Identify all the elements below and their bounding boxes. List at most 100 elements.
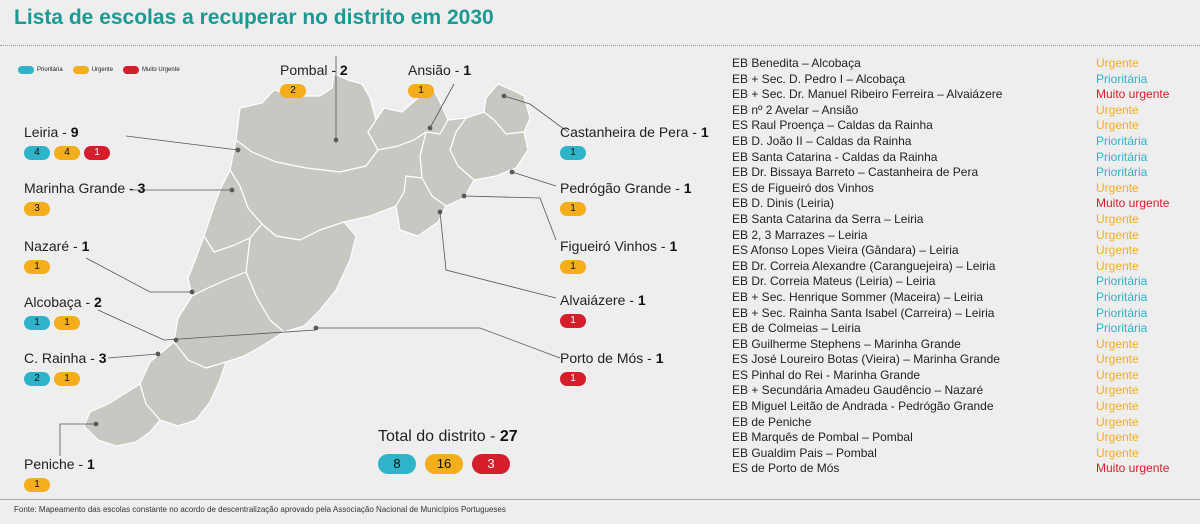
district-map	[59, 56, 569, 456]
school-name: ES de Figueiró dos Vinhos	[732, 180, 874, 195]
school-row: EB + Secundária Amadeu Gaudêncio – Nazar…	[732, 383, 1192, 399]
district-separator: -	[657, 238, 670, 254]
count-pill-prioritaria: 1	[24, 316, 50, 330]
district-total: Total do distrito - 27 8 16 3	[378, 428, 518, 474]
district-name: Castanheira de Pera	[560, 124, 689, 140]
count-pill-urgente: 1	[54, 316, 80, 330]
school-row: ES José Loureiro Botas (Vieira) – Marinh…	[732, 352, 1192, 368]
school-name: EB de Peniche	[732, 414, 812, 429]
school-row: EB + Sec. Henrique Sommer (Maceira) – Le…	[732, 290, 1192, 306]
school-row: EB 2, 3 Marrazes – Leiria Urgente	[732, 228, 1192, 244]
count-pill-urgente: 4	[54, 146, 80, 160]
district-name: Porto de Mós	[560, 350, 644, 366]
count-pill-muito-urgente: 1	[84, 146, 110, 160]
school-name: EB D. Dinis (Leiria)	[732, 196, 835, 211]
district-separator: -	[327, 62, 340, 78]
school-row: ES Raul Proença – Caldas da Rainha Urgent…	[732, 118, 1192, 134]
district-castanheira-pera: Castanheira de Pera - 1 1	[560, 124, 709, 160]
leader-line-figueiro	[463, 195, 557, 241]
school-row: EB Gualdim Pais – Pombal Urgente	[732, 446, 1192, 462]
district-count: 1	[463, 62, 472, 78]
district-count: 9	[70, 124, 79, 140]
district-count: 1	[87, 456, 95, 472]
footer-divider	[0, 499, 1200, 500]
legend-swatch	[18, 66, 34, 74]
total-pill-prioritaria: 8	[378, 454, 416, 474]
school-status: Urgente	[1096, 227, 1139, 242]
school-status: Urgente	[1096, 367, 1139, 382]
district-count: 1	[81, 238, 90, 254]
school-row: EB + Sec. Dr. Manuel Ribeiro Ferreira – …	[732, 87, 1192, 103]
school-name: EB Santa Catarina da Serra – Leiria	[732, 211, 924, 226]
leader-line-peniche	[59, 423, 96, 456]
school-status: Prioritária	[1096, 165, 1148, 180]
district-name: Nazaré	[24, 238, 70, 254]
school-status: Muito urgente	[1096, 196, 1170, 211]
school-row: ES Pinhal do Rei - Marinha Grande Urgente	[732, 368, 1192, 384]
district-peniche: Peniche - 1 1	[24, 456, 95, 492]
map-marker	[155, 351, 161, 357]
school-row: EB Benedita – Alcobaça Urgente	[732, 56, 1192, 72]
leader-line-castanheira	[503, 95, 569, 133]
school-name: EB Guilherme Stephens – Marinha Grande	[732, 336, 961, 351]
leader-line-nazare	[85, 257, 192, 293]
school-status: Prioritária	[1096, 289, 1148, 304]
district-separator: -	[643, 350, 656, 366]
district-separator: -	[81, 294, 95, 310]
school-status: Prioritária	[1096, 149, 1148, 164]
school-row: EB Dr. Bissaya Barreto – Castanheira de …	[732, 165, 1192, 181]
title-divider	[0, 45, 1200, 46]
school-row: EB de Peniche Urgente	[732, 415, 1192, 431]
district-name: Alvaiázere	[560, 292, 626, 308]
school-row: EB Guilherme Stephens – Marinha Grande Ur…	[732, 337, 1192, 353]
legend-label: Prioritária	[37, 67, 63, 73]
school-name: EB + Sec. Rainha Santa Isabel (Carreira)…	[732, 305, 995, 320]
map-marker	[437, 209, 443, 215]
school-name: EB Benedita – Alcobaça	[732, 56, 861, 70]
school-name: EB Dr. Correia Mateus (Leiria) – Leiria	[732, 274, 936, 289]
map-marker	[509, 169, 515, 175]
district-pedrogao-grande: Pedrógão Grande - 1 1	[560, 180, 692, 216]
leader-line-alvaiazere	[439, 211, 557, 299]
school-name: EB + Sec. D. Pedro I – Alcobaça	[732, 71, 906, 86]
school-status: Prioritária	[1096, 321, 1148, 336]
school-row: EB + Sec. D. Pedro I – Alcobaça Prioritár…	[732, 72, 1192, 88]
district-count: 1	[683, 180, 692, 196]
count-pill-muito-urgente: 1	[560, 314, 586, 328]
school-name: EB nº 2 Avelar – Ansião	[732, 102, 859, 117]
district-leiria: Leiria - 9 4 4 1	[24, 124, 110, 160]
school-name: ES Afonso Lopes Vieira (Gândara) – Leiri…	[732, 243, 959, 258]
district-name: Peniche	[24, 456, 75, 472]
school-row: ES Afonso Lopes Vieira (Gândara) – Leiri…	[732, 243, 1192, 259]
count-pill-urgente: 3	[24, 202, 50, 216]
count-pill-urgente: 1	[560, 260, 586, 274]
legend-item-muito-urgente: Muito Urgente	[123, 66, 180, 74]
school-status: Urgente	[1096, 352, 1139, 367]
district-nazare: Nazaré - 1 1	[24, 238, 89, 274]
district-separator: -	[688, 124, 701, 140]
school-name: EB de Colmeias – Leiria	[732, 321, 861, 336]
school-status: Urgente	[1096, 56, 1139, 70]
district-caldas-rainha: C. Rainha - 3 2 1	[24, 350, 107, 386]
total-pill-urgente: 16	[425, 454, 463, 474]
school-status: Prioritária	[1096, 305, 1148, 320]
district-count: 2	[339, 62, 348, 78]
school-row: EB Santa Catarina da Serra – Leiria Urgen…	[732, 212, 1192, 228]
district-marinha-grande: Marinha Grande - 3 3	[24, 180, 145, 216]
map-marker	[313, 325, 319, 331]
leader-line-caldas	[107, 353, 159, 359]
school-row: EB de Colmeias – Leiria Prioritária	[732, 321, 1192, 337]
district-count: 3	[137, 180, 146, 196]
school-name: EB Dr. Bissaya Barreto – Castanheira de …	[732, 165, 979, 180]
legend-item-urgente: Urgente	[72, 66, 113, 74]
leader-line-alcobaca	[97, 309, 317, 341]
count-pill-urgente: 1	[24, 260, 50, 274]
school-name: EB Dr. Correia Alexandre (Caranguejeira)…	[732, 258, 996, 273]
school-status: Urgente	[1096, 336, 1139, 351]
school-status: Urgente	[1096, 445, 1139, 460]
district-figueiro-vinhos: Figueiró Vinhos - 1 1	[560, 238, 677, 274]
district-separator: -	[671, 180, 684, 196]
school-name: ES Pinhal do Rei - Marinha Grande	[732, 367, 921, 382]
school-status: Urgente	[1096, 399, 1139, 414]
map-marker	[229, 187, 235, 193]
